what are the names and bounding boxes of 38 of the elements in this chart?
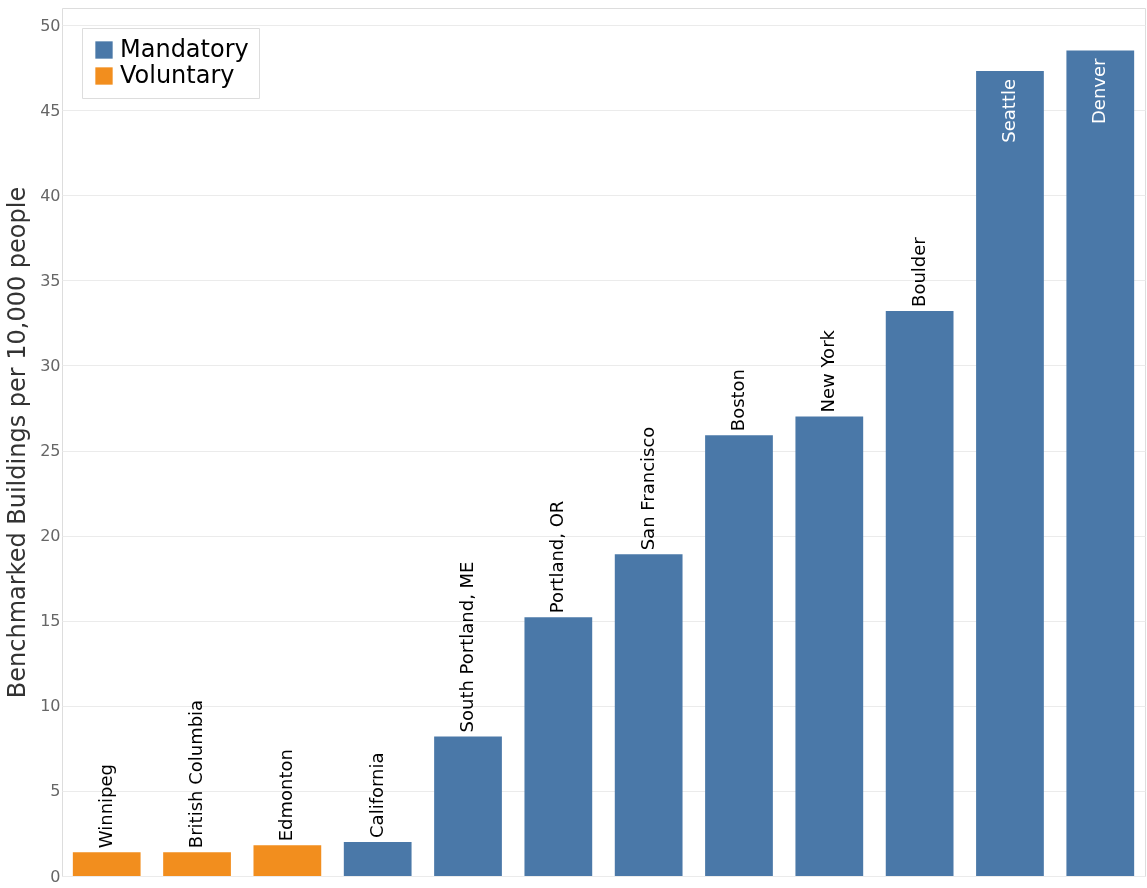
- y-tick-label: 35: [40, 270, 61, 290]
- y-tick-label: 50: [40, 15, 61, 35]
- y-tick-label: 0: [50, 866, 61, 886]
- x-tick-label: California: [365, 752, 387, 838]
- bar: [72, 852, 141, 876]
- y-tick-label: 20: [40, 526, 61, 546]
- y-tick-label: 40: [40, 185, 61, 205]
- bar: [614, 554, 683, 876]
- x-tick-label: Winnipeg: [94, 764, 116, 849]
- y-axis-title: Benchmarked Buildings per 10,000 people: [3, 186, 32, 699]
- y-tick-label: 5: [50, 781, 61, 801]
- y-tick-label: 25: [40, 441, 61, 461]
- bar: [524, 617, 593, 876]
- bar: [163, 852, 231, 876]
- x-tick-label: Edmonton: [275, 749, 297, 842]
- bar: [253, 845, 322, 876]
- bar: [434, 736, 502, 876]
- x-tick-label: Denver: [1088, 57, 1110, 125]
- x-tick-label: British Columbia: [185, 699, 207, 849]
- legend-label: Mandatory: [120, 35, 249, 63]
- x-tick-label: Portland, OR: [546, 500, 568, 614]
- bar: [795, 416, 864, 876]
- x-tick-label: Seattle: [997, 78, 1019, 143]
- bar: [705, 435, 773, 876]
- x-tick-label: New York: [817, 329, 839, 413]
- bar: [885, 310, 954, 876]
- legend-label: Voluntary: [120, 61, 235, 89]
- x-tick-label: Boulder: [907, 236, 929, 307]
- bar: [343, 841, 412, 876]
- x-tick-label: Boston: [726, 368, 748, 432]
- y-tick-label: 45: [40, 100, 61, 120]
- y-tick-label: 15: [40, 611, 61, 631]
- bar: [976, 70, 1044, 876]
- y-tick-label: 30: [40, 355, 61, 375]
- x-tick-label: San Francisco: [636, 426, 658, 551]
- bar: [1066, 50, 1135, 876]
- y-tick-label: 10: [40, 696, 61, 716]
- x-tick-label: South Portland, ME: [456, 561, 478, 733]
